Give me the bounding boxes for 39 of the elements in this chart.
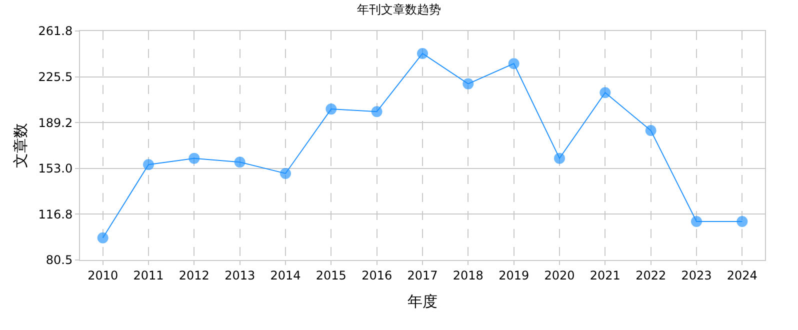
point bbox=[417, 48, 428, 59]
y-tick-label: 261.8 bbox=[38, 24, 73, 38]
point bbox=[736, 216, 748, 227]
x-tick-label: 2023 bbox=[681, 268, 712, 282]
y-tick-label: 80.5 bbox=[46, 253, 73, 268]
y-tick-label: 153.0 bbox=[38, 162, 73, 176]
y-tick-label: 116.8 bbox=[38, 207, 73, 222]
x-axis-title: 年度 bbox=[408, 292, 438, 310]
point bbox=[508, 58, 520, 70]
point bbox=[280, 168, 291, 179]
point bbox=[554, 152, 565, 164]
y-axis-title: 文章数 bbox=[11, 123, 30, 168]
x-tick-label: 2017 bbox=[407, 268, 438, 282]
point bbox=[234, 156, 246, 168]
x-tick-label: 2010 bbox=[88, 268, 118, 282]
x-tick-label: 2024 bbox=[726, 268, 758, 282]
x-tick-label: 2020 bbox=[544, 268, 575, 282]
x-tick-label: 2012 bbox=[178, 268, 210, 282]
point bbox=[143, 159, 154, 170]
x-tick-label: 2015 bbox=[316, 268, 346, 282]
x-tick-label: 2022 bbox=[636, 268, 666, 282]
point bbox=[97, 232, 108, 244]
point bbox=[600, 87, 611, 98]
x-tick-label: 2011 bbox=[133, 268, 164, 282]
point bbox=[462, 78, 474, 90]
point bbox=[371, 106, 382, 118]
point bbox=[691, 216, 702, 227]
x-tick-label: 2014 bbox=[270, 268, 301, 282]
chart-title: 年刊文章数趋势 bbox=[357, 2, 441, 16]
y-tick-label: 189.2 bbox=[38, 116, 73, 130]
point bbox=[645, 125, 656, 136]
point bbox=[188, 152, 200, 164]
point bbox=[326, 104, 337, 115]
x-tick-label: 2016 bbox=[362, 268, 392, 282]
x-tick-label: 2018 bbox=[452, 268, 484, 282]
x-tick-label: 2019 bbox=[498, 268, 530, 282]
x-tick-label: 2013 bbox=[224, 268, 256, 282]
y-tick-label: 225.5 bbox=[38, 70, 73, 84]
x-tick-label: 2021 bbox=[590, 268, 620, 282]
